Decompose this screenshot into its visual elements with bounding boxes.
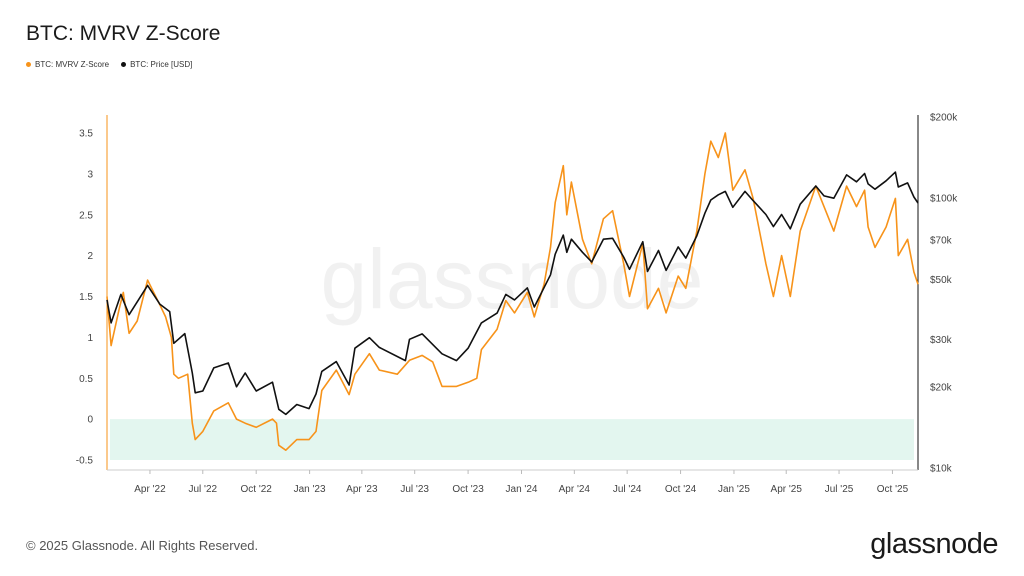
legend-swatch-price — [121, 62, 127, 67]
x-tick-label: Apr '22 — [134, 484, 166, 495]
glassnode-logo[interactable]: glassnode — [870, 528, 998, 560]
y-left-tick-label: 0.5 — [79, 374, 93, 385]
legend-item-price[interactable]: BTC: Price [USD] — [121, 60, 192, 69]
y-right-tick-label: $20k — [930, 382, 953, 393]
y-right-tick-label: $30k — [930, 335, 953, 346]
y-right-tick-label: $50k — [930, 275, 953, 286]
x-tick-label: Oct '24 — [665, 484, 697, 495]
x-tick-label: Jan '23 — [294, 484, 326, 495]
series-line-price — [106, 171, 919, 416]
x-tick-label: Jul '25 — [825, 484, 854, 495]
x-tick-label: Oct '25 — [877, 484, 909, 495]
legend-item-mvrv[interactable]: BTC: MVRV Z-Score — [26, 60, 109, 69]
legend-label-price: BTC: Price [USD] — [130, 60, 193, 69]
x-tick-label: Jul '24 — [613, 484, 642, 495]
x-tick-label: Oct '22 — [241, 484, 273, 495]
zone-band-0 — [110, 419, 914, 460]
y-left-tick-label: 2.5 — [79, 210, 93, 221]
x-tick-label: Apr '23 — [346, 484, 378, 495]
y-right-tick-label: $10k — [930, 464, 953, 475]
y-left-tick-label: -0.5 — [76, 456, 94, 467]
y-left-tick-label: 3 — [87, 169, 93, 180]
y-right-tick-label: $200k — [930, 113, 958, 124]
y-right-tick-label: $70k — [930, 236, 953, 247]
x-tick-label: Jul '22 — [188, 484, 217, 495]
legend-swatch-mvrv — [26, 62, 31, 67]
series-line-mvrv — [106, 132, 919, 452]
copyright-footer: © 2025 Glassnode. All Rights Reserved. — [26, 538, 259, 553]
x-tick-label: Jul '23 — [400, 484, 429, 495]
x-tick-label: Jan '25 — [718, 484, 750, 495]
x-tick-label: Apr '24 — [559, 484, 591, 495]
y-left-tick-label: 3.5 — [79, 129, 93, 140]
chart-title: BTC: MVRV Z-Score — [26, 22, 221, 45]
y-left-tick-label: 0 — [87, 415, 93, 426]
x-tick-label: Oct '23 — [452, 484, 484, 495]
y-left-tick-label: 1 — [87, 333, 93, 344]
x-tick-label: Jan '24 — [506, 484, 538, 495]
y-left-tick-label: 2 — [87, 251, 93, 262]
x-tick-label: Apr '25 — [771, 484, 803, 495]
y-left-tick-label: 1.5 — [79, 292, 93, 303]
legend: BTC: MVRV Z-Score BTC: Price [USD] — [26, 60, 192, 69]
y-right-tick-label: $100k — [930, 194, 958, 205]
legend-label-mvrv: BTC: MVRV Z-Score — [35, 60, 110, 69]
